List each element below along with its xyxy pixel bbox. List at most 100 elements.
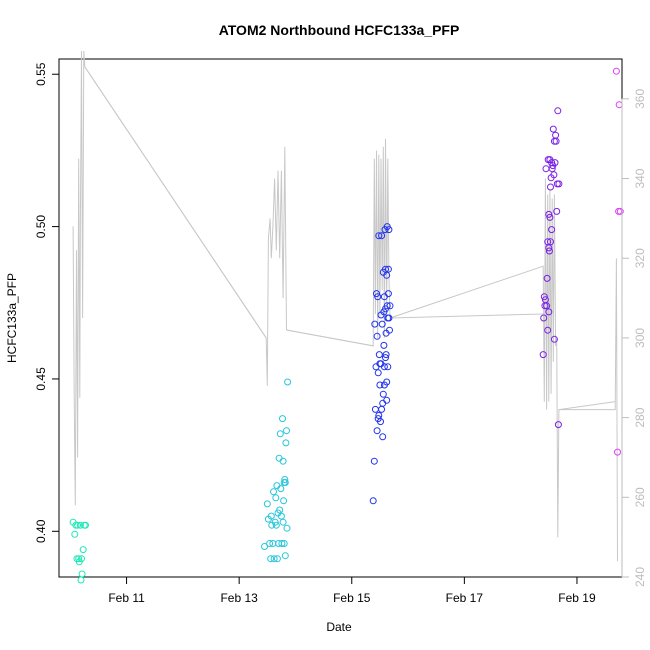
data-point: [552, 137, 560, 145]
data-point: [267, 555, 275, 563]
altitude-connector-0: [84, 66, 267, 339]
data-point: [376, 381, 384, 389]
data-point: [71, 530, 79, 538]
data-point: [385, 314, 393, 322]
data-point: [554, 107, 562, 115]
x-axis-label: Date: [326, 620, 352, 634]
data-point: [376, 360, 384, 368]
data-point: [540, 314, 548, 322]
data-point: [375, 351, 383, 359]
data-point: [261, 543, 268, 550]
y-tick-label: 0.45: [34, 367, 48, 391]
points-group: [69, 67, 624, 584]
altitude-connector-1: [286, 329, 374, 347]
data-point: [383, 302, 391, 310]
data-point: [378, 320, 386, 328]
data-point: [386, 326, 393, 334]
data-point: [283, 524, 291, 532]
data-point: [379, 433, 387, 441]
data-point: [282, 439, 290, 447]
data-point: [379, 390, 387, 398]
y2-tick-label: 320: [633, 248, 647, 268]
data-point: [386, 302, 394, 310]
data-point: [548, 226, 556, 234]
data-point: [378, 232, 386, 240]
data-point: [78, 570, 86, 578]
data-point: [383, 271, 391, 279]
data-point: [271, 518, 279, 526]
data-point: [380, 293, 388, 301]
data-point: [270, 555, 278, 563]
data-point: [554, 421, 562, 429]
data-point: [547, 238, 554, 246]
data-point: [369, 497, 377, 505]
y-tick-label: 0.40: [34, 519, 48, 543]
y2-tick-label: 260: [633, 487, 647, 507]
series-flight-feb18: [539, 107, 563, 429]
data-point: [614, 448, 621, 456]
data-point: [280, 540, 288, 547]
data-point: [279, 415, 286, 423]
y-axis: 0.40 0.45 0.50 0.55: [34, 62, 60, 543]
data-point: [375, 232, 383, 240]
data-point: [281, 476, 289, 483]
data-point: [74, 521, 82, 529]
data-point: [371, 320, 379, 328]
data-point: [373, 427, 381, 435]
data-point: [373, 290, 380, 298]
series-flight-feb13: [261, 378, 292, 563]
data-point: [384, 265, 392, 273]
data-point: [77, 576, 85, 584]
data-point: [382, 351, 390, 359]
data-point: [278, 540, 286, 547]
data-point: [379, 399, 387, 407]
data-point: [548, 165, 556, 173]
data-point: [370, 457, 378, 465]
data-point: [78, 555, 85, 563]
data-point: [545, 244, 553, 252]
data-point: [79, 546, 87, 554]
data-point: [263, 500, 271, 508]
data-point: [385, 226, 393, 234]
data-point: [545, 210, 553, 218]
y2-tick-label: 240: [633, 567, 647, 587]
data-point: [276, 506, 284, 514]
data-point: [551, 159, 559, 167]
data-point: [279, 518, 287, 526]
data-point: [284, 378, 292, 386]
data-point: [275, 454, 283, 462]
data-point: [550, 171, 558, 179]
data-point: [270, 488, 277, 496]
data-point: [549, 125, 557, 133]
data-point: [612, 67, 620, 75]
data-point: [552, 131, 560, 139]
data-point: [380, 341, 388, 349]
data-point: [280, 497, 288, 505]
data-point: [543, 302, 551, 310]
data-point: [384, 363, 392, 371]
y2-tick-label: 300: [633, 328, 647, 348]
data-point: [281, 479, 289, 486]
series-flight-feb10: [69, 518, 89, 584]
data-point: [555, 180, 563, 188]
data-point: [283, 427, 290, 435]
data-point: [371, 405, 379, 413]
data-point: [281, 552, 289, 560]
data-point: [544, 326, 552, 334]
altitude-line-group: [72, 50, 618, 562]
data-point: [75, 555, 83, 563]
data-point: [267, 512, 275, 520]
data-point: [375, 412, 383, 419]
data-point: [383, 378, 391, 386]
data-point: [616, 207, 624, 215]
data-point: [546, 213, 554, 221]
chart-title: ATOM2 Northbound HCFC133a_PFP: [219, 22, 460, 38]
y-axis-label: HCFC133a_PFP: [5, 273, 19, 363]
data-point: [545, 308, 553, 316]
data-point: [540, 293, 548, 301]
data-point: [276, 430, 284, 438]
data-point: [539, 351, 547, 359]
data-point: [383, 396, 391, 404]
data-point: [543, 274, 551, 282]
